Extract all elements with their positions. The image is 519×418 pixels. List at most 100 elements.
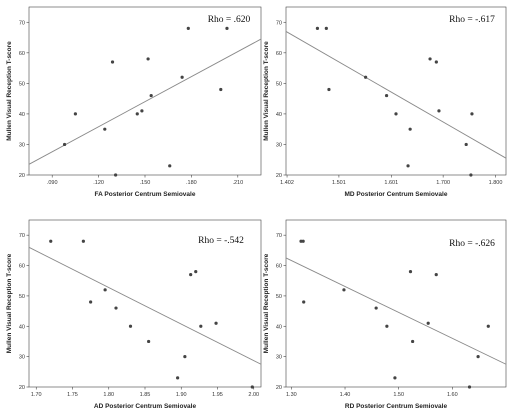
data-point [135,112,139,116]
x-axis-title: MD Posterior Centrum Semiovale [345,191,448,198]
scatter-panel-2: 20 30 40 50 60 70 1.402 1.501 1.601 1.700 1.800 MD … [263,6,507,198]
data-point [103,127,107,131]
y-tick-label: 40 [19,112,25,118]
y-tick-label: 60 [276,51,282,57]
y-tick-label: 20 [276,385,282,391]
data-point [199,324,203,328]
y-tick-label: 70 [19,20,25,26]
data-point [73,112,77,116]
y-tick-label: 30 [276,142,282,148]
data-point [49,239,53,243]
x-tick-label: 1.30 [286,392,297,398]
y-axis-title: Mullen Visual Reception T-score [6,253,13,353]
y-tick-label: 50 [276,81,282,87]
x-tick-label: .210 [232,180,243,186]
y-tick-label: 70 [276,233,282,239]
data-point [114,173,118,177]
y-tick-label: 50 [276,294,282,300]
x-tick-label: 1.700 [436,180,450,186]
data-point [186,26,190,30]
x-tick-label: 1.800 [489,180,503,186]
x-axis-title: RD Posterior Centrum Semiovale [345,403,448,410]
data-point [219,87,223,92]
data-point [302,300,306,304]
plot-area [285,6,507,176]
scatter-panel-1: 20 30 40 50 60 70 .090 .120 .150 .180 .210 FA Poste… [6,6,262,198]
data-point [176,376,180,380]
data-point [467,385,472,389]
data-point [110,60,115,64]
y-tick-label: 40 [276,112,282,118]
x-tick-label: 1.90 [176,392,187,398]
x-tick-label: 1.70 [31,392,42,398]
regression-line [285,257,507,365]
data-point [364,75,368,79]
x-tick-label: 1.402 [280,180,294,186]
data-point [476,355,480,359]
data-point [225,26,229,30]
data-point [426,321,430,325]
data-point [411,339,415,344]
y-tick-label: 60 [19,264,25,270]
plot-area [28,6,262,176]
data-point [183,355,187,359]
x-tick-label: 1.40 [340,392,351,398]
data-point [470,112,474,116]
data-point [408,270,413,274]
data-point [128,324,133,328]
y-tick-label: 20 [19,385,25,391]
scatter-panel-4: 20 30 40 50 60 70 1.30 1.40 1.50 1.60 RD Posterior… [263,219,507,410]
rho-annotation: Rho = -.626 [449,239,495,249]
data-point [385,324,389,328]
regression-line [28,38,262,165]
regression-line [28,246,262,365]
scatter-panel-3: 20 30 40 50 60 70 1.70 1.75 1.80 1.85 1.90 1.95 2.00… [6,219,262,410]
data-point [168,164,172,168]
data-point [62,142,67,147]
y-tick-label: 50 [19,294,25,300]
y-tick-label: 70 [276,20,282,26]
y-tick-label: 60 [276,264,282,270]
rho-annotation: Rho = -.542 [198,236,244,246]
y-tick-label: 30 [19,142,25,148]
y-tick-label: 60 [19,51,25,57]
y-tick-label: 30 [276,355,282,361]
data-point [437,109,441,113]
x-tick-label: 1.80 [103,392,114,398]
data-point [149,93,153,98]
data-point [434,60,438,64]
data-point [214,321,218,325]
x-tick-label: 1.60 [447,392,458,398]
data-point [114,306,118,310]
data-point [393,376,397,380]
data-point [384,93,389,98]
data-point [464,142,468,147]
plot-area [28,219,262,388]
data-point [327,87,331,92]
data-point [81,239,85,243]
y-axis-title: Mullen Visual Reception T-score [6,41,13,141]
data-point [189,273,193,277]
x-tick-label: .150 [140,180,151,186]
x-tick-label: .120 [93,180,104,186]
data-point [469,173,473,177]
data-point [250,385,254,389]
data-point [434,273,438,277]
data-point [89,300,93,304]
x-tick-label: 1.601 [384,180,398,186]
y-tick-label: 20 [276,173,282,179]
x-axis-title: FA Posterior Centrum Semiovale [95,191,196,198]
data-point [315,26,320,30]
x-tick-label: 1.501 [332,180,346,186]
x-tick-label: .090 [47,180,58,186]
y-axis-title: Mullen Visual Reception T-score [263,41,270,141]
y-tick-label: 30 [19,355,25,361]
x-tick-label: 1.85 [140,392,151,398]
data-point [374,306,378,310]
x-tick-label: 1.50 [393,392,404,398]
y-axis-title: Mullen Visual Reception T-score [263,253,270,353]
x-tick-label: 1.95 [212,392,223,398]
y-tick-label: 40 [276,324,282,330]
